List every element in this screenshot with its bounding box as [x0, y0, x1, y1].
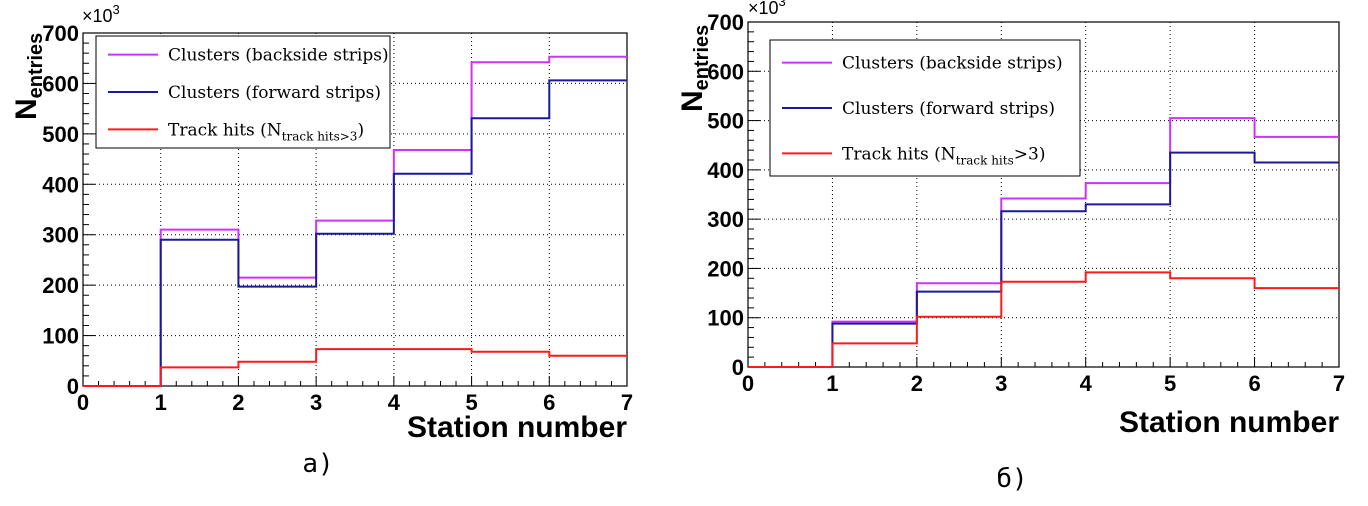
x-tick-label: 5	[1164, 371, 1176, 396]
y-axis-title-main: N	[676, 90, 709, 112]
x-tick-label: 0	[742, 371, 754, 396]
series-line-2	[748, 151, 1339, 368]
x-tick-label: 0	[77, 390, 89, 415]
legend-label: Clusters (backside strips)	[168, 46, 389, 66]
y-axis-title: Nentries	[676, 25, 713, 112]
x-tick-label: 1	[826, 371, 838, 396]
legend-label-main: Clusters (forward strips)	[168, 83, 381, 103]
legend-label: Track hits (Ntrack hits>3)	[168, 120, 364, 143]
y-tick-label: 700	[42, 21, 79, 46]
y-tick-label: 100	[42, 324, 79, 349]
y-tick-label: 700	[707, 10, 744, 35]
series-line-1	[83, 55, 627, 387]
legend-label: Clusters (forward strips)	[842, 99, 1055, 119]
chart-panel-1: 0 1 2 3 4 5 6 70100200300400500600700×103Nentri…	[10, 2, 633, 479]
legend-label-main: Track hits (N	[168, 120, 282, 140]
plot-frame	[82, 32, 628, 387]
y-tick-label: 300	[42, 223, 79, 248]
legend: Clusters (backside strips) Clusters (forw…	[769, 39, 1081, 177]
y-multiplier: ×103	[82, 2, 120, 26]
legend-label-sub: track hits	[956, 153, 1014, 167]
x-tick-label: 2	[911, 371, 923, 396]
legend-label: Clusters (forward strips)	[168, 83, 381, 103]
y-multiplier-exp: 3	[113, 2, 120, 17]
y-tick-label: 200	[42, 273, 79, 298]
x-tick-label: 1	[155, 390, 167, 415]
x-tick-label: 6	[543, 390, 555, 415]
x-tick-label: 4	[1080, 371, 1093, 396]
y-axis-title-main: N	[10, 98, 43, 120]
panel-caption: б)	[996, 464, 1027, 494]
series-line-1	[748, 117, 1339, 368]
y-tick-label: 100	[707, 306, 744, 331]
x-axis-title: Station number	[1119, 406, 1339, 439]
legend-label-main: Track hits (N	[842, 144, 956, 164]
series-line-3	[748, 271, 1339, 368]
y-multiplier-base: ×10	[82, 6, 113, 26]
y-tick-label: 600	[707, 59, 744, 84]
plot-frame	[747, 21, 1340, 368]
y-multiplier: ×103	[748, 0, 786, 18]
x-tick-label: 2	[232, 390, 244, 415]
y-tick-label: 500	[707, 109, 744, 134]
legend-label-main: Clusters (forward strips)	[842, 99, 1055, 119]
legend-label: Clusters (backside strips)	[842, 54, 1063, 74]
y-tick-label: 500	[42, 122, 79, 147]
legend-label-main: Clusters (backside strips)	[842, 54, 1063, 74]
y-axis-title-sub: entries	[25, 33, 47, 99]
series-line-2	[83, 79, 627, 387]
y-tick-label: 600	[42, 71, 79, 96]
y-axis-title: Nentries	[10, 33, 47, 120]
x-tick-label: 4	[388, 390, 401, 415]
y-multiplier-exp: 3	[779, 0, 786, 9]
legend: Clusters (backside strips) Clusters (forw…	[95, 35, 391, 149]
x-tick-label: 3	[310, 390, 322, 415]
x-axis-title: Station number	[407, 411, 627, 444]
series-line-3	[83, 348, 627, 387]
legend-label-main: Clusters (backside strips)	[168, 46, 389, 66]
y-axis-title-sub: entries	[691, 25, 713, 91]
y-tick-label: 400	[42, 172, 79, 197]
x-tick-label: 6	[1248, 371, 1260, 396]
panel-caption: а)	[302, 449, 333, 479]
legend-label: Track hits (Ntrack hits>3)	[842, 144, 1045, 167]
legend-label-tail: )	[357, 120, 364, 140]
x-tick-label: 3	[995, 371, 1007, 396]
chart-panel-2: 0 1 2 3 4 5 6 70100200300400500600700×103Nentri…	[676, 0, 1345, 494]
y-tick-label: 0	[67, 374, 79, 399]
x-tick-label: 7	[1333, 371, 1345, 396]
x-tick-label: 5	[465, 390, 477, 415]
y-multiplier-base: ×10	[748, 0, 779, 18]
y-tick-label: 400	[707, 158, 744, 183]
y-tick-label: 0	[732, 355, 744, 380]
x-tick-label: 7	[621, 390, 633, 415]
legend-label-tail: >3)	[1014, 144, 1046, 164]
y-tick-label: 300	[707, 207, 744, 232]
legend-label-sub: track hits>3	[282, 129, 358, 143]
y-tick-label: 200	[707, 256, 744, 281]
